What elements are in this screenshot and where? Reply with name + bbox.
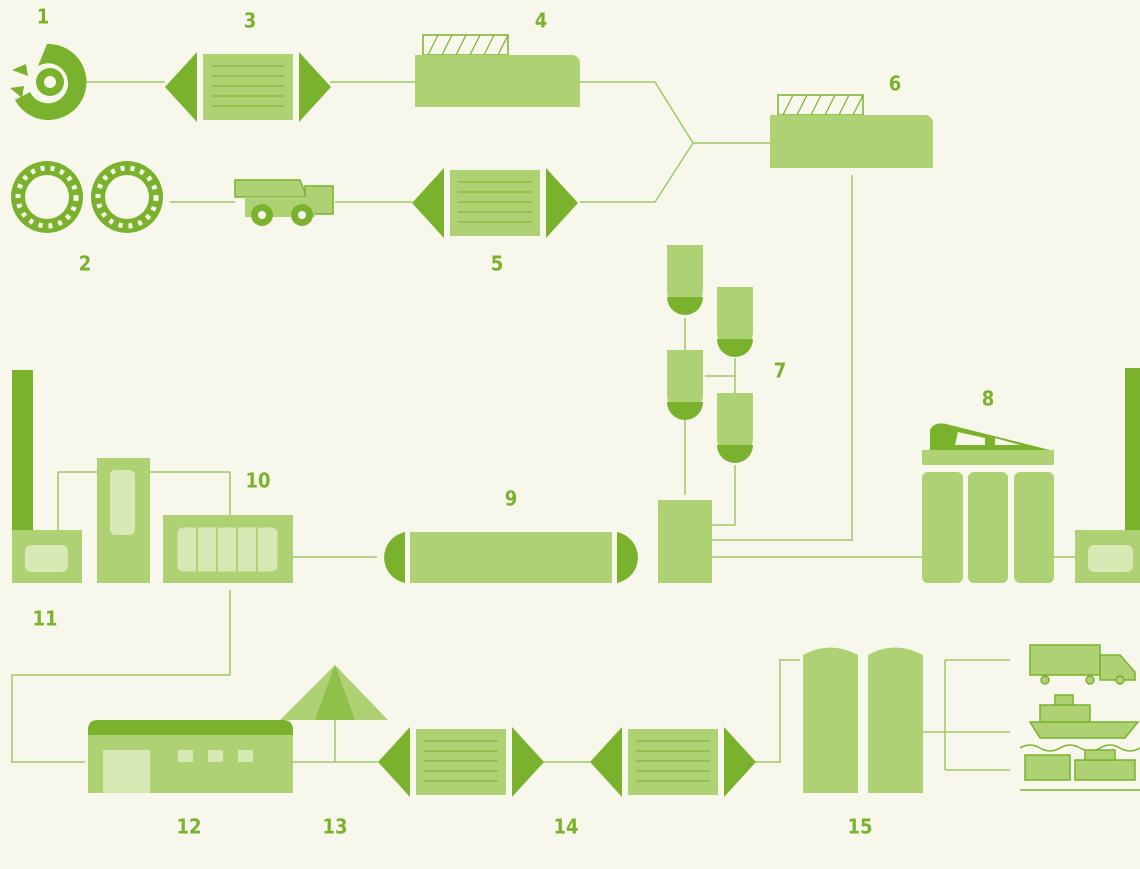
step-number: 14 — [553, 815, 578, 839]
step-number: 4 — [535, 9, 548, 33]
equipment — [10, 34, 1140, 798]
step-number: 2 — [79, 252, 92, 276]
step-number: 6 — [889, 72, 902, 96]
connectors — [11, 81, 1075, 771]
step-number: 13 — [322, 815, 347, 839]
step-number: 15 — [847, 815, 872, 839]
step-number: 1 — [37, 5, 50, 29]
step-number: 5 — [491, 252, 504, 276]
step-number: 3 — [244, 9, 257, 33]
step-number: 8 — [982, 387, 995, 411]
step-number: 7 — [774, 359, 787, 383]
step-number: 10 — [245, 469, 270, 493]
step-number: 11 — [32, 607, 57, 631]
step-number: 9 — [505, 487, 518, 511]
step-number: 12 — [176, 815, 201, 839]
